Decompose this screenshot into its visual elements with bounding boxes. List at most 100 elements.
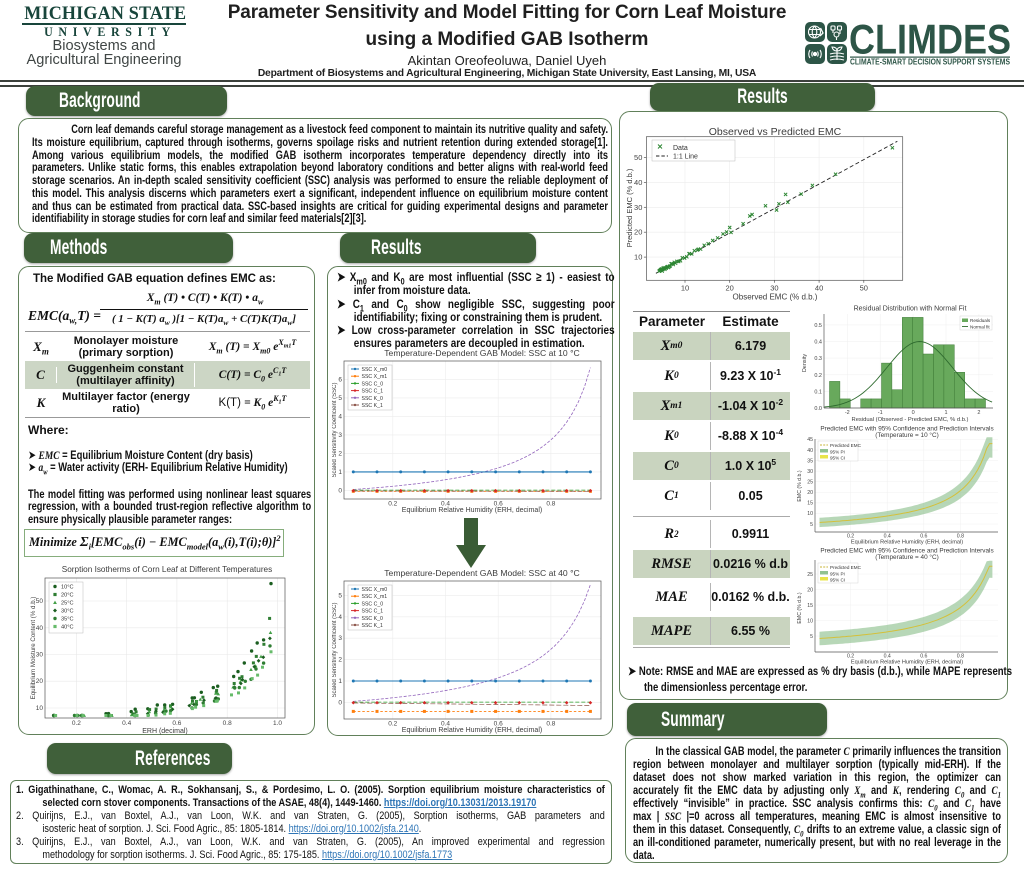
- svg-text:50: 50: [860, 283, 868, 292]
- svg-text:30: 30: [770, 283, 778, 292]
- svg-text:5: 5: [338, 592, 342, 599]
- svg-text:25°C: 25°C: [61, 601, 74, 607]
- svg-text:0.4: 0.4: [122, 720, 131, 727]
- svg-text:1:1 Line: 1:1 Line: [673, 154, 698, 161]
- svg-text:CLIMDES: CLIMDES: [849, 20, 1011, 63]
- svg-text:10: 10: [634, 253, 642, 262]
- svg-text:0.2: 0.2: [388, 501, 397, 508]
- svg-text:10: 10: [807, 618, 813, 624]
- svg-text:CLIMATE-SMART DECISION SUPPORT: CLIMATE-SMART DECISION SUPPORT SYSTEMS: [850, 58, 1010, 67]
- svg-text:Temperature-Dependent GAB Mode: Temperature-Dependent GAB Model: SSC at …: [384, 348, 579, 358]
- svg-text:0.2: 0.2: [847, 534, 854, 540]
- svg-text:Equilibrium Moisture Content (: Equilibrium Moisture Content (% d.b.): [30, 597, 37, 700]
- svg-text:0: 0: [338, 487, 342, 494]
- svg-text:0.8: 0.8: [546, 721, 555, 728]
- svg-text:SSC K_0: SSC K_0: [362, 616, 383, 622]
- svg-text:0.0: 0.0: [814, 406, 822, 412]
- svg-text:4: 4: [338, 614, 342, 621]
- svg-text:Residual Distribution with Nor: Residual Distribution with Normal Fit: [854, 306, 967, 313]
- svg-text:10: 10: [807, 511, 813, 517]
- svg-text:3: 3: [338, 432, 342, 439]
- svg-text:(Temperature = 10 °C): (Temperature = 10 °C): [875, 431, 938, 439]
- svg-text:0.8: 0.8: [957, 534, 964, 540]
- svg-text:10: 10: [36, 705, 44, 712]
- svg-text:Predicted EMC with 95% Confide: Predicted EMC with 95% Confidence and Pr…: [820, 548, 993, 555]
- svg-text:SSC X_m1: SSC X_m1: [362, 374, 388, 380]
- svg-text:20: 20: [807, 490, 813, 496]
- svg-text:Predicted EMC: Predicted EMC: [830, 443, 862, 448]
- svg-text:SSC K_0: SSC K_0: [362, 396, 383, 402]
- svg-text:5: 5: [338, 395, 342, 402]
- svg-text:40: 40: [815, 283, 823, 292]
- svg-text:Equilibrium Relative Humidity: Equilibrium Relative Humidity (ERH, deci…: [851, 660, 963, 666]
- svg-text:EMC (% d.b.): EMC (% d.b.): [797, 470, 803, 501]
- svg-text:50: 50: [634, 153, 642, 162]
- svg-text:95% PI: 95% PI: [830, 572, 845, 577]
- svg-text:0.4: 0.4: [814, 340, 822, 346]
- svg-text:95% PI: 95% PI: [830, 450, 845, 455]
- svg-text:Normal fit: Normal fit: [970, 325, 990, 330]
- svg-text:95% CI: 95% CI: [830, 578, 845, 583]
- svg-text:40: 40: [36, 625, 44, 632]
- svg-text:Residual (Observed - Predicted: Residual (Observed - Predicted EMC, % d.…: [852, 417, 969, 423]
- svg-text:0.2: 0.2: [388, 721, 397, 728]
- svg-text:30: 30: [807, 469, 813, 475]
- svg-text:20: 20: [726, 283, 734, 292]
- svg-text:ERH (decimal): ERH (decimal): [142, 728, 188, 735]
- svg-text:Predicted EMC (% d.b.): Predicted EMC (% d.b.): [625, 168, 634, 247]
- svg-text:20: 20: [807, 587, 813, 593]
- svg-text:45: 45: [807, 437, 813, 443]
- svg-text:Scaled Sensitivity Coefficient: Scaled Sensitivity Coefficient (SSC): [332, 603, 338, 698]
- svg-text:20°C: 20°C: [61, 593, 74, 599]
- svg-text:30: 30: [634, 203, 642, 212]
- svg-text:0.1: 0.1: [814, 389, 822, 395]
- svg-text:SSC X_m0: SSC X_m0: [362, 367, 388, 373]
- svg-text:0.6: 0.6: [920, 654, 927, 660]
- svg-text:95% CI: 95% CI: [830, 456, 845, 461]
- svg-text:(Temperature = 40 °C): (Temperature = 40 °C): [875, 553, 938, 561]
- svg-text:0.4: 0.4: [884, 534, 891, 540]
- svg-text:2: 2: [977, 410, 980, 416]
- svg-text:Equilibrium Relative Humidity: Equilibrium Relative Humidity (ERH, deci…: [851, 540, 963, 546]
- svg-text:-2: -2: [845, 410, 850, 416]
- svg-text:0.2: 0.2: [814, 373, 822, 379]
- svg-text:3: 3: [338, 635, 342, 642]
- svg-text:EMC (% d.b.): EMC (% d.b.): [797, 592, 803, 623]
- svg-text:0.6: 0.6: [920, 534, 927, 540]
- svg-text:SSC K_1: SSC K_1: [362, 403, 383, 409]
- svg-text:SSC X_m0: SSC X_m0: [362, 587, 388, 593]
- svg-text:5: 5: [810, 634, 813, 640]
- svg-text:0.5: 0.5: [814, 323, 822, 329]
- svg-text:Residuals: Residuals: [970, 318, 991, 323]
- svg-text:25: 25: [807, 480, 813, 486]
- svg-text:15: 15: [807, 603, 813, 609]
- svg-text:4: 4: [338, 413, 342, 420]
- svg-text:Predicted EMC with 95% Confide: Predicted EMC with 95% Confidence and Pr…: [820, 426, 993, 433]
- svg-text:0.6: 0.6: [172, 720, 181, 727]
- svg-text:SSC K_1: SSC K_1: [362, 623, 383, 629]
- svg-text:40: 40: [634, 178, 642, 187]
- svg-text:Equilibrium Relative Humidity: Equilibrium Relative Humidity (ERH, deci…: [402, 507, 542, 514]
- svg-text:SSC C_1: SSC C_1: [362, 389, 384, 395]
- svg-text:20: 20: [634, 228, 642, 237]
- svg-text:Sorption Isotherms of Corn Lea: Sorption Isotherms of Corn Leaf at Diffe…: [62, 565, 272, 574]
- svg-text:Density: Density: [802, 354, 808, 373]
- svg-text:10: 10: [681, 283, 689, 292]
- svg-text:5: 5: [810, 522, 813, 528]
- svg-text:0.4: 0.4: [884, 654, 891, 660]
- svg-text:1: 1: [944, 410, 947, 416]
- svg-text:Equilibrium Relative Humidity: Equilibrium Relative Humidity (ERH, deci…: [402, 727, 542, 734]
- svg-text:35: 35: [807, 458, 813, 464]
- svg-text:35°C: 35°C: [61, 617, 74, 623]
- svg-text:Observed vs Predicted EMC: Observed vs Predicted EMC: [709, 126, 842, 138]
- svg-text:SSC X_m1: SSC X_m1: [362, 594, 388, 600]
- svg-text:Observed EMC (% d.b.): Observed EMC (% d.b.): [733, 292, 818, 301]
- svg-text:0.6: 0.6: [494, 721, 503, 728]
- svg-text:6: 6: [338, 376, 342, 383]
- svg-text:0.4: 0.4: [441, 501, 450, 508]
- svg-text:50: 50: [36, 598, 44, 605]
- svg-text:0.6: 0.6: [494, 501, 503, 508]
- svg-text:10°C: 10°C: [61, 585, 74, 591]
- svg-text:2: 2: [338, 450, 342, 457]
- svg-text:1: 1: [338, 678, 342, 685]
